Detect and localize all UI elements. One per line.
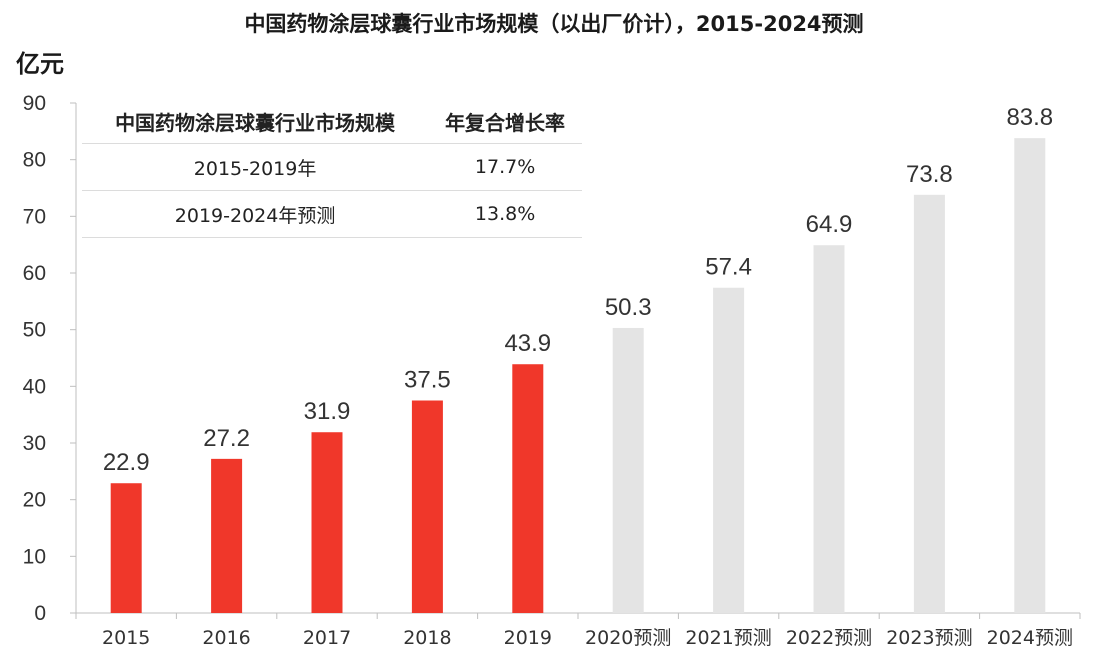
x-tick-label-2019: 2019	[504, 627, 552, 649]
data-label-2021预测: 57.4	[705, 254, 752, 281]
bar-2016	[211, 458, 243, 613]
y-tick-label: 40	[23, 375, 46, 398]
x-tick-label-2022预测: 2022预测	[786, 627, 872, 649]
x-tick-label-2024预测: 2024预测	[987, 627, 1073, 649]
data-label-2023预测: 73.8	[906, 161, 953, 188]
x-tick-label-2018: 2018	[403, 627, 451, 649]
table-cell-rate: 13.8%	[428, 190, 582, 238]
x-tick-label-2015: 2015	[102, 627, 150, 649]
y-tick-label: 10	[23, 545, 46, 568]
data-labels: 22.9 27.2 31.9 37.5 43.9 50.3 57.4 64.9 73.8 83.8	[103, 104, 1053, 476]
bar-2017	[311, 432, 343, 613]
data-label-2015: 22.9	[103, 449, 150, 476]
bar-2018	[411, 400, 443, 613]
data-label-2016: 27.2	[203, 425, 250, 452]
bar-2024预测	[1014, 138, 1046, 613]
data-label-2019: 43.9	[504, 330, 551, 357]
table-cell-period: 2015-2019年	[82, 143, 429, 191]
bar-2022预测	[813, 245, 845, 613]
y-axis-unit-label: 亿元	[16, 50, 64, 78]
data-label-2017: 31.9	[304, 398, 351, 425]
y-tick-label: 0	[34, 602, 46, 625]
bar-2023预测	[913, 194, 945, 614]
bar-2021预测	[713, 287, 745, 613]
x-tick-label-2016: 2016	[202, 627, 250, 649]
bar-2015	[110, 483, 142, 613]
data-label-2018: 37.5	[404, 367, 451, 394]
bars	[110, 138, 1046, 614]
bar-2020预测	[612, 327, 644, 613]
y-tick-label: 50	[23, 319, 46, 342]
y-tick-label: 90	[23, 92, 46, 115]
table-cell-rate: 17.7%	[428, 143, 582, 191]
y-tick-label: 80	[23, 149, 46, 172]
y-tick-label: 30	[23, 432, 46, 455]
bar-2019	[512, 364, 544, 613]
table-cell-period: 2019-2024年预测	[82, 190, 429, 238]
y-tick-label: 60	[23, 262, 46, 285]
table-header-cagr: 年复合增长率	[445, 111, 566, 135]
y-tick-label: 20	[23, 489, 46, 512]
axes: 0 10 20 30 40 50 60 70 80 90 2015 2016 2017 2018 2019 2…	[23, 92, 1081, 649]
x-tick-label-2021预测: 2021预测	[685, 627, 771, 649]
table-header-row: 中国药物涂层球囊行业市场规模 年复合增长率	[82, 104, 582, 144]
data-label-2022预测: 64.9	[806, 211, 853, 238]
table-header-market-size: 中国药物涂层球囊行业市场规模	[115, 111, 396, 135]
data-label-2024预测: 83.8	[1006, 104, 1053, 131]
x-tick-label-2023预测: 2023预测	[886, 627, 972, 649]
y-tick-label: 70	[23, 205, 46, 228]
table-row: 2015-2019年 17.7%	[82, 143, 582, 191]
cagr-table: 中国药物涂层球囊行业市场规模 年复合增长率 2015-2019年 17.7% 2…	[82, 104, 582, 238]
x-tick-label-2017: 2017	[303, 627, 351, 649]
data-label-2020预测: 50.3	[605, 294, 652, 321]
table-row: 2019-2024年预测 13.8%	[82, 190, 582, 238]
x-tick-label-2020预测: 2020预测	[585, 627, 671, 649]
chart-title: 中国药物涂层球囊行业市场规模（以出厂价计），2015-2024预测	[244, 12, 864, 36]
